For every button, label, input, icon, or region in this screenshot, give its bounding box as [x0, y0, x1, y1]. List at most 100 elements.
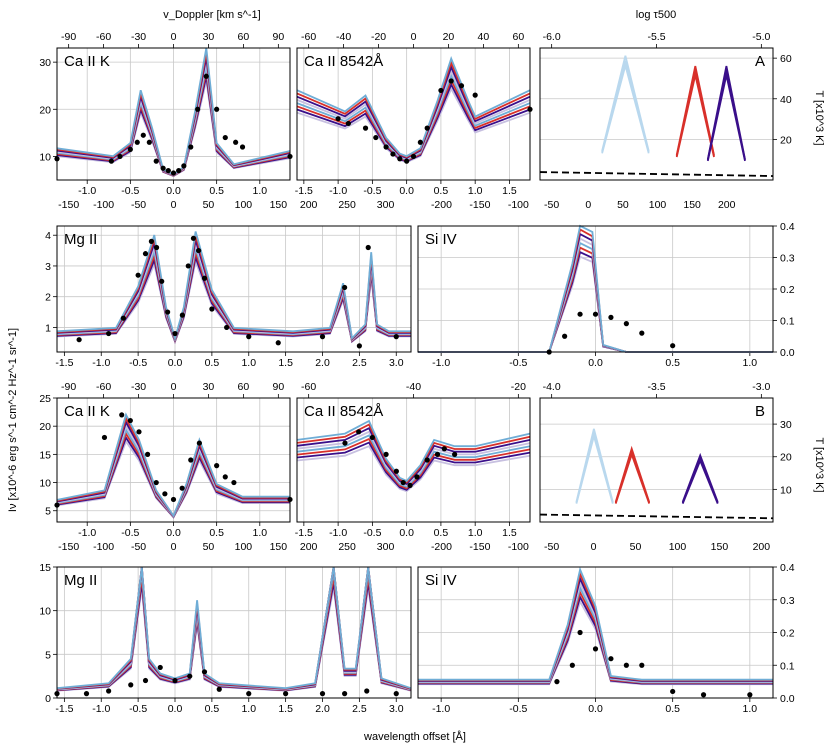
- observed-point: [434, 451, 441, 457]
- model-curve-model: [56, 582, 412, 692]
- tick-label-top: 0: [411, 31, 417, 43]
- observed-point: [106, 688, 112, 694]
- panel-label: Mg II: [64, 231, 97, 248]
- tick-label-x: -1.0: [92, 703, 110, 715]
- panel-a-cak: -1.0 -0.5 0.0 0.5 1.0 10 20 30 -90 -60 -30 0 30 60 90 -…: [39, 31, 293, 211]
- observed-point: [452, 451, 458, 457]
- tick-label-y: 0.4: [780, 562, 795, 574]
- model-curve-model: [56, 572, 412, 691]
- tick-label-x: 0.5: [665, 703, 680, 715]
- tick-label-x-secondary: 0: [171, 199, 177, 211]
- model-curve-model: [56, 566, 412, 690]
- tick-label-x: 3.0: [389, 357, 404, 369]
- observed-point: [83, 691, 90, 697]
- observed-point: [196, 440, 202, 446]
- panel-b-ca8542: -1.5 -1.0 -0.5 0.0 0.5 1.0 1.5 -60 -40 -20 200 250 3…: [295, 381, 531, 553]
- observed-point: [231, 479, 237, 486]
- observed-point: [342, 440, 348, 446]
- observed-point: [362, 125, 369, 131]
- tick-label-y: 25: [39, 393, 51, 405]
- observed-point: [101, 434, 108, 441]
- panel-label: Mg II: [64, 572, 97, 589]
- model-curve-model: [296, 55, 531, 158]
- tick-label-y: 20: [39, 104, 51, 116]
- model-curve-model: [296, 419, 531, 483]
- tick-label-x: -1.0: [78, 527, 96, 539]
- observed-point: [441, 446, 447, 452]
- tick-label-top: 0: [171, 31, 177, 43]
- tick-label-y: 0.2: [780, 284, 795, 296]
- tick-label-x-secondary: -150: [58, 199, 79, 211]
- tick-label-top: -30: [131, 31, 146, 43]
- observed-point: [201, 275, 208, 281]
- tick-label-x-secondary: 0: [171, 541, 177, 553]
- observed-point: [196, 247, 202, 254]
- tick-label-x: 1.0: [252, 185, 267, 197]
- axes-frame: [417, 225, 774, 353]
- observed-point: [120, 315, 126, 321]
- tick-label-top: -60: [96, 381, 111, 393]
- tick-label-top: -40: [406, 381, 421, 393]
- observed-point: [222, 134, 228, 141]
- tick-label-x: -0.5: [363, 527, 381, 539]
- tick-label-y: 5: [45, 649, 51, 661]
- panel-label: Ca II 8542Å: [304, 53, 383, 70]
- model-curve-peak1: [575, 428, 614, 503]
- observed-point: [214, 106, 220, 112]
- observed-point: [562, 333, 568, 339]
- tick-label-x-secondary: -200: [431, 199, 452, 211]
- observed-point: [246, 691, 252, 697]
- observed-point: [142, 251, 149, 257]
- observed-point: [319, 334, 326, 340]
- tick-label-x-secondary: 200: [300, 541, 318, 553]
- tick-label-x: -1.0: [432, 357, 450, 369]
- tick-label-x: 2.5: [352, 703, 367, 715]
- model-curve-peak1: [601, 61, 650, 154]
- model-curve-model: [56, 566, 412, 690]
- tick-label-x: -0.5: [509, 703, 527, 715]
- observed-point: [472, 92, 478, 98]
- axes-frame: [539, 47, 774, 181]
- observed-point: [188, 457, 194, 463]
- observed-point: [162, 491, 168, 497]
- tick-label-y: 4: [45, 230, 51, 242]
- tick-label-y: 30: [780, 419, 792, 431]
- observed-point: [214, 463, 220, 469]
- observed-point: [345, 120, 351, 127]
- tick-label-x-secondary: -50: [131, 541, 146, 553]
- panel-label: Ca II K: [64, 53, 110, 70]
- model-curve-peak1: [575, 432, 614, 504]
- observed-point: [670, 343, 676, 349]
- tick-label-y: 0.0: [780, 347, 795, 359]
- reference-dashed-line: [539, 513, 774, 520]
- tick-label-x-secondary: -100: [508, 541, 529, 553]
- tick-label-x: -1.0: [329, 527, 347, 539]
- model-curve-model: [56, 231, 411, 342]
- tick-label-top: 0: [171, 381, 177, 393]
- tick-label-x-secondary: 100: [235, 541, 253, 553]
- observed-point: [458, 83, 465, 89]
- observed-point: [239, 144, 246, 150]
- tick-label-x: -0.5: [129, 357, 147, 369]
- tick-label-x-secondary: 50: [203, 199, 215, 211]
- tick-label-y: 0.0: [780, 693, 795, 705]
- tick-label-x: -0.5: [129, 703, 147, 715]
- observed-point: [153, 244, 160, 251]
- tick-label-y: 10: [780, 484, 792, 496]
- model-curve-peak2: [614, 451, 651, 504]
- model-curve-peak1: [601, 60, 650, 153]
- tick-label-x: 0.5: [209, 185, 224, 197]
- observed-point: [159, 278, 165, 284]
- model-curve-peak3: [706, 65, 746, 160]
- observed-point: [157, 664, 163, 671]
- observed-point: [160, 165, 166, 171]
- model-curve-model: [56, 239, 411, 343]
- observed-point: [203, 73, 209, 79]
- observed-point: [383, 144, 389, 150]
- observed-point: [397, 156, 403, 162]
- tick-label-x: 0.0: [588, 703, 603, 715]
- observed-point: [554, 679, 560, 685]
- observed-point: [153, 158, 159, 164]
- observed-point: [404, 158, 410, 164]
- tick-label-x-secondary: 300: [377, 541, 395, 553]
